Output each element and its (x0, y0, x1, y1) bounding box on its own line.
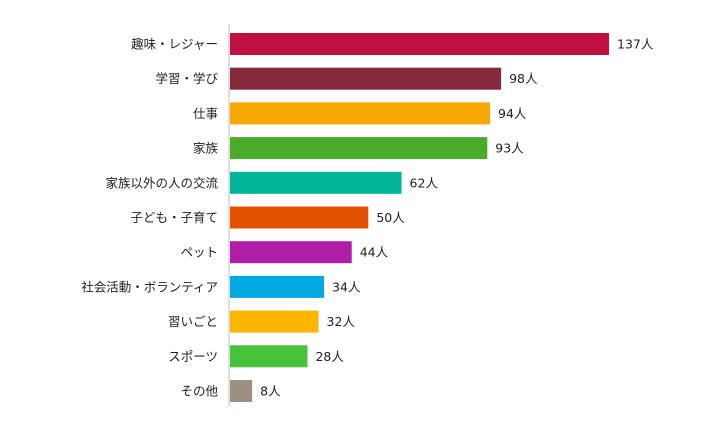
bar (230, 102, 491, 125)
bar (230, 310, 319, 333)
value-label: 62人 (410, 175, 439, 190)
category-label: スポーツ (168, 349, 218, 364)
bar (230, 241, 352, 264)
category-label: 趣味・レジャー (131, 37, 218, 52)
value-label: 50人 (376, 210, 405, 225)
value-label: 8人 (260, 384, 281, 399)
value-label: 44人 (360, 245, 389, 260)
bar (230, 33, 609, 55)
bar (230, 380, 253, 402)
bar (230, 67, 502, 90)
category-label: 家族以外の人の交流 (105, 175, 218, 190)
bar (230, 171, 402, 194)
value-label: 93人 (495, 141, 524, 156)
bar (230, 345, 308, 368)
bar (230, 275, 325, 298)
value-label: 34人 (332, 279, 361, 294)
value-label: 98人 (509, 71, 538, 86)
category-label: ペット (180, 245, 218, 260)
category-label: 仕事 (193, 106, 218, 121)
value-label: 28人 (315, 349, 344, 364)
category-label: 社会活動・ボランティア (81, 279, 218, 294)
category-label: 習いごと (168, 314, 218, 329)
category-label: その他 (180, 384, 218, 399)
category-label: 家族 (193, 141, 219, 156)
bar (230, 206, 369, 229)
category-label: 子ども・子育て (130, 210, 218, 225)
value-label: 137人 (617, 37, 654, 52)
value-label: 32人 (327, 314, 356, 329)
value-label: 94人 (498, 106, 527, 121)
bar (230, 137, 488, 160)
category-label: 学習・学び (155, 71, 218, 86)
